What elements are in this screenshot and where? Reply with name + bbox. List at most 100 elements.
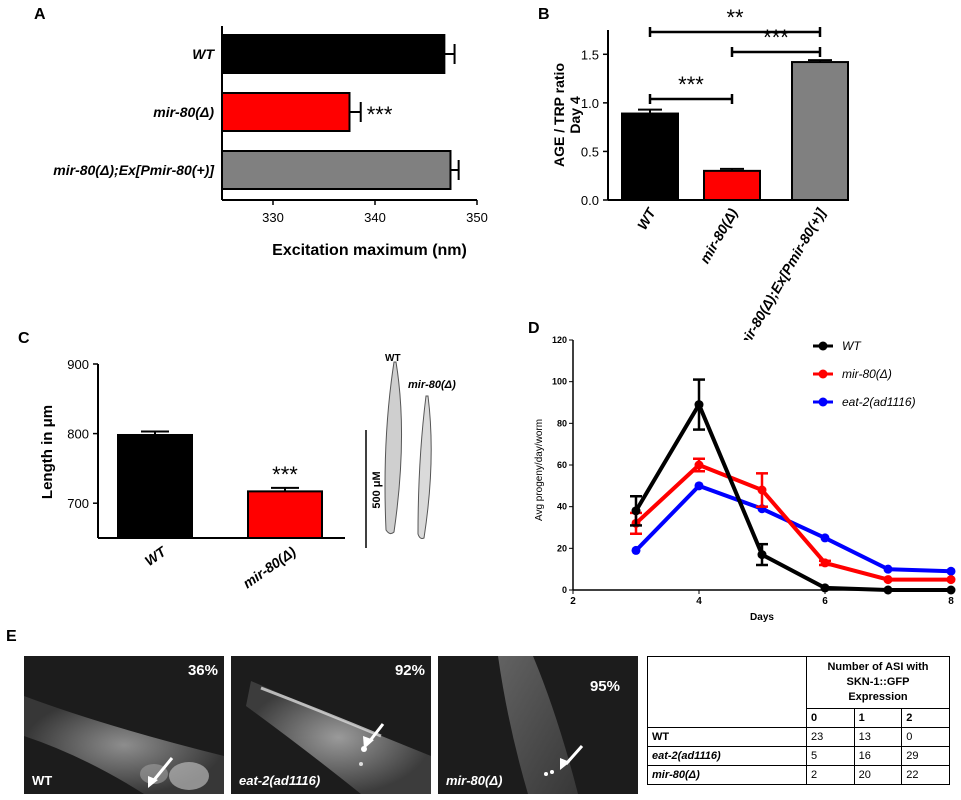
- y-axis-title-line-2: Day 4: [567, 96, 583, 134]
- data-point: [883, 575, 893, 585]
- y-tick-label: 0: [562, 585, 567, 595]
- significance-label: ***: [272, 462, 298, 487]
- x-tick-label: 350: [466, 210, 488, 225]
- panel-letter-c: C: [18, 330, 30, 347]
- category-label: mir-80(Δ): [240, 543, 299, 591]
- y-tick-label: 800: [67, 427, 89, 442]
- legend-label: mir-80(Δ): [842, 367, 892, 381]
- y-axis-title: Avg progeny/day/worm: [534, 419, 545, 521]
- bar: [621, 112, 679, 201]
- y-tick-label: 80: [557, 418, 567, 428]
- data-point: [757, 485, 767, 495]
- legend-label: eat-2(ad1116): [842, 395, 916, 409]
- legend-swatch-marker: [818, 369, 828, 379]
- asi-table: Number of ASI with SKN-1::GFP Expression…: [647, 656, 950, 785]
- percent-mir80: 95%: [589, 678, 620, 695]
- y-tick-label: 1.0: [581, 96, 599, 111]
- image-label-mir80: mir-80(Δ): [446, 773, 503, 788]
- bar: [221, 34, 446, 74]
- category-label: mir-80(Δ): [153, 104, 214, 120]
- category-label: WT: [192, 46, 215, 62]
- table-cell: 0: [901, 727, 950, 747]
- data-point: [694, 400, 704, 410]
- y-tick-label: 700: [67, 496, 89, 511]
- data-point: [946, 585, 956, 595]
- series-line: [634, 462, 951, 582]
- x-tick-label: 8: [948, 596, 954, 607]
- image-label-wt: WT: [32, 773, 53, 788]
- scale-bar-label: 500 μM: [371, 471, 383, 508]
- y-tick-label: 1.5: [581, 47, 599, 62]
- data-point: [883, 564, 893, 574]
- image-label-eat2: eat-2(ad1116): [239, 773, 321, 788]
- micrograph-eat2: 92% eat-2(ad1116): [231, 656, 431, 794]
- table-title-cell: Number of ASI with SKN-1::GFP Expression: [806, 656, 950, 709]
- table-column-header-row: 0 1 2: [648, 708, 950, 728]
- bar: [791, 61, 849, 201]
- micrograph-wt: 36% WT: [24, 656, 224, 794]
- significance-label: ***: [367, 102, 393, 127]
- worm-image-wt: [24, 696, 224, 794]
- table-row: WT 23 13 0: [647, 727, 950, 747]
- category-label: WT: [634, 204, 659, 232]
- image-label-wt: WT: [385, 353, 401, 364]
- legend-swatch-marker: [818, 341, 828, 351]
- data-point: [631, 506, 641, 516]
- column-header-2: 2: [901, 708, 950, 728]
- data-point: [946, 575, 956, 585]
- x-tick-label: 330: [262, 210, 284, 225]
- chart-b: 0.0 0.5 1.0 1.5 WT mir-80(Δ)mir-80(Δ);Ex[Pmir…: [551, 5, 849, 340]
- chart-d: 0 20 40 60 80 100 120 2 4 6 8 Days Avg progeny/day/w…: [534, 335, 956, 623]
- y-tick-label: 100: [552, 377, 567, 387]
- x-tick-label: 6: [822, 596, 828, 607]
- percent-wt: 36%: [187, 662, 218, 679]
- data-point: [757, 550, 767, 560]
- table-header-row: Number of ASI with SKN-1::GFP Expression: [647, 656, 950, 728]
- percent-eat2: 92%: [394, 662, 425, 679]
- y-tick-label: 0.5: [581, 144, 599, 159]
- table-title-line-1: Number of ASI with: [827, 661, 929, 673]
- table-cell: 5: [806, 746, 855, 766]
- table-cell: 22: [901, 765, 950, 785]
- data-point: [631, 545, 641, 555]
- data-point: [946, 566, 956, 576]
- worm-image-mutant: [417, 395, 432, 539]
- panel-letter-b: B: [538, 6, 550, 23]
- y-tick-label: 0.0: [581, 193, 599, 208]
- category-label: WT: [142, 543, 170, 569]
- y-axis-title-line-1: AGE / TRP ratio: [551, 63, 567, 167]
- worm-image-wt: [384, 361, 403, 535]
- table-cell: 23: [806, 727, 855, 747]
- data-point: [820, 558, 830, 568]
- x-tick-label: 340: [364, 210, 386, 225]
- significance-label: **: [726, 5, 744, 30]
- legend-label: WT: [842, 339, 862, 353]
- data-point: [694, 481, 704, 491]
- table-row: mir-80(Δ) 2 20 22: [647, 765, 950, 785]
- data-point: [694, 460, 704, 470]
- table-cell: 29: [901, 746, 950, 766]
- x-axis-title: Excitation maximum (nm): [272, 242, 467, 259]
- table-cell: 13: [853, 727, 903, 747]
- bar: [221, 150, 452, 190]
- bar: [221, 92, 351, 132]
- y-axis-title: Length in μm: [39, 405, 56, 499]
- panel-letter-a: A: [34, 6, 46, 23]
- row-label: WT: [647, 727, 807, 747]
- panel-letter-d: D: [528, 320, 540, 337]
- y-tick-label: 60: [557, 460, 567, 470]
- row-label: eat-2(ad1116): [647, 746, 807, 766]
- y-tick-label: 900: [67, 357, 89, 372]
- data-point: [820, 533, 830, 543]
- category-label: mir-80(Δ);Ex[Pmir-80(+)]: [53, 162, 215, 178]
- category-label: mir-80(Δ);Ex[Pmir-80(+)]: [734, 204, 829, 340]
- table-title-line-3: Expression: [848, 691, 908, 703]
- table-cell: 20: [853, 765, 903, 785]
- x-axis-title: Days: [750, 612, 774, 623]
- panel-letter-e: E: [6, 628, 17, 645]
- table-title-line-2: SKN-1::GFP: [846, 676, 910, 688]
- data-point: [883, 585, 893, 595]
- bar: [703, 169, 761, 202]
- y-tick-label: 40: [557, 502, 567, 512]
- category-label: mir-80(Δ): [696, 205, 740, 266]
